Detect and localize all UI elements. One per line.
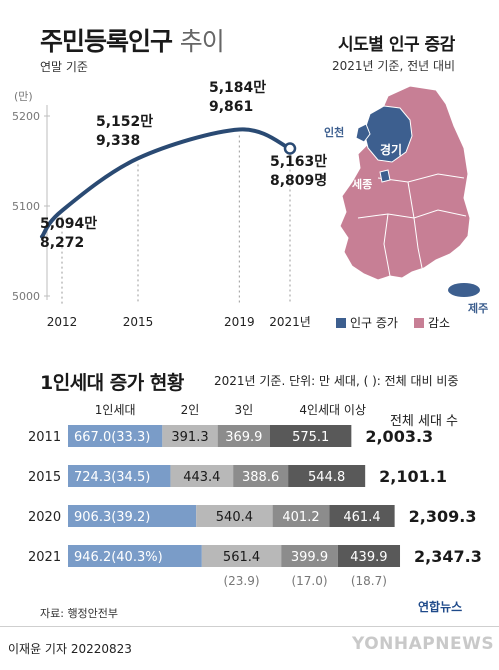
line-chart-title: 주민등록인구 추이 — [40, 27, 225, 56]
bar-segment-label: 906.3(39.2) — [74, 510, 150, 525]
line-x-tick-label: 2021년 — [269, 315, 311, 329]
bar-segment-label: 399.9 — [291, 550, 328, 565]
map-subtitle: 2021년 기준, 전년 대비 — [332, 59, 456, 73]
bar-chart-note: 2021년 기준. 단위: 만 세대, ( ): 전체 대비 비중 — [214, 374, 459, 388]
bar-segment-label: 439.9 — [350, 550, 387, 565]
line-y-tick-label: 5100 — [12, 200, 40, 213]
jeju-increase-region — [448, 283, 480, 297]
bar-2021-share-label: (18.7) — [351, 574, 387, 588]
bar-segment-label: 461.4 — [343, 510, 380, 525]
bar-segment — [68, 545, 202, 567]
bar-segment-label: 544.8 — [308, 470, 345, 485]
bar-segment — [68, 425, 163, 447]
line-y-unit: (만) — [14, 90, 33, 103]
bar-chart-title: 1인세대 증가 현황 — [40, 372, 184, 394]
bar-category-label: 2011 — [28, 430, 61, 445]
line-y-tick-label: 5200 — [12, 110, 40, 123]
bar-segment-label: 575.1 — [292, 430, 329, 445]
incheon-increase-region — [355, 123, 371, 143]
bar-segment-label: 443.4 — [183, 470, 220, 485]
brand-logo-text: 연합뉴스 — [418, 600, 463, 614]
bar-segment-label: 561.4 — [223, 550, 260, 565]
legend-label-decrease: 감소 — [428, 316, 450, 330]
bar-total-label: 2,101.1 — [379, 467, 447, 486]
bar-segment — [68, 505, 197, 527]
bar-segment — [170, 465, 234, 487]
reporter-credit: 이재윤 기자 20220823 — [8, 642, 132, 656]
line-x-tick-label: 2012 — [47, 315, 78, 329]
line-y-tick-label: 5000 — [12, 290, 40, 303]
line-x-tick-label: 2019 — [224, 315, 255, 329]
bar-category-label: 2020 — [28, 510, 61, 525]
gyeonggi-increase-region — [363, 105, 413, 163]
line-point-end — [283, 142, 297, 155]
bar-total-label: 2,309.3 — [409, 507, 477, 526]
bar-segment-label: 401.2 — [282, 510, 319, 525]
legend-swatch-decrease — [414, 318, 424, 328]
population-line-chart: (만) 5000 5100 5200 2012 2015 2019 2021년 5,094만… — [12, 80, 327, 329]
watermark-text: YONHAPNEWS — [352, 634, 495, 654]
gyeonggi-label: 경기 — [380, 142, 402, 157]
legend-label-increase: 인구 증가 — [350, 316, 398, 330]
bar-segment — [270, 425, 352, 447]
sejong-label: 세종 — [352, 177, 372, 191]
bar-series-header: 1인세대 — [95, 403, 136, 417]
legend-swatch-increase — [336, 318, 346, 328]
line-x-tick-label: 2015 — [123, 315, 154, 329]
bar-segment — [217, 425, 271, 447]
line-data-label-sub: 9,338 — [96, 133, 140, 149]
line-data-label-main: 5,184만 — [209, 80, 266, 96]
bar-2021-share-label: (23.9) — [223, 574, 259, 588]
korea-map: 인천 경기 세종 제주 인구 증가 감소 — [324, 85, 488, 330]
line-data-label-main: 5,152만 — [96, 114, 153, 130]
bar-segment-label: 667.0(33.3) — [74, 430, 150, 445]
bar-2021-share-label: (17.0) — [291, 574, 327, 588]
line-data-label-main: 5,094만 — [40, 216, 97, 232]
bar-segment — [68, 465, 171, 487]
bar-segment-label: 388.6 — [242, 470, 279, 485]
bar-segment — [281, 545, 338, 567]
bar-segment — [201, 545, 282, 567]
bar-segment — [337, 545, 401, 567]
line-data-label-sub: 9,861 — [209, 99, 253, 115]
bar-segment-label: 391.3 — [171, 430, 208, 445]
bar-segment — [162, 425, 218, 447]
line-data-label-sub: 8,272 — [40, 235, 84, 251]
bar-segment-label: 540.4 — [216, 510, 253, 525]
bar-segment — [329, 505, 395, 527]
bar-segment — [288, 465, 366, 487]
bar-series-header: 2인 — [181, 403, 200, 417]
bar-category-label: 2015 — [28, 470, 61, 485]
bar-segment — [233, 465, 289, 487]
bar-segment — [196, 505, 273, 527]
bar-segment-label: 724.3(34.5) — [74, 470, 150, 485]
bar-segment — [272, 505, 330, 527]
bar-series-header: 3인 — [235, 403, 254, 417]
jeju-label: 제주 — [468, 301, 488, 315]
incheon-label: 인천 — [324, 125, 344, 139]
bar-total-label: 2,003.3 — [365, 427, 433, 446]
source-note: 자료: 행정안전부 — [40, 607, 119, 620]
footer-divider — [0, 626, 499, 627]
line-data-label-sub: 8,809명 — [270, 172, 327, 189]
map-title: 시도별 인구 증감 — [338, 35, 455, 55]
bar-total-label: 2,347.3 — [414, 547, 482, 566]
bar-category-label: 2021 — [28, 550, 61, 565]
bar-segment-label: 369.9 — [225, 430, 262, 445]
bar-total-header: 전체 세대 수 — [390, 414, 458, 429]
sejong-increase-region — [379, 169, 391, 183]
line-chart-subtitle: 연말 기준 — [40, 60, 88, 74]
line-data-label-main: 5,163만 — [270, 154, 327, 170]
bar-segment-label: 946.2(40.3%) — [74, 550, 163, 565]
bar-series-header: 4인세대 이상 — [299, 403, 366, 417]
